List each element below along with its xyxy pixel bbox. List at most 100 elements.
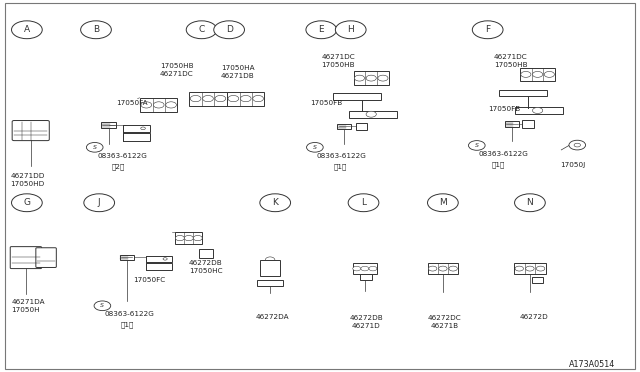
Circle shape bbox=[306, 21, 337, 39]
Circle shape bbox=[12, 194, 42, 212]
Circle shape bbox=[335, 21, 366, 39]
Bar bbox=[140, 98, 177, 112]
Text: （1）: （1） bbox=[492, 162, 505, 169]
Bar bbox=[356, 123, 367, 130]
Text: 17050FA: 17050FA bbox=[116, 100, 148, 106]
Text: S: S bbox=[100, 303, 104, 308]
Circle shape bbox=[190, 96, 201, 102]
Text: 46272DA: 46272DA bbox=[255, 314, 289, 320]
Text: 08363-6122G: 08363-6122G bbox=[479, 151, 529, 157]
Text: 08363-6122G: 08363-6122G bbox=[317, 153, 367, 158]
Circle shape bbox=[154, 102, 164, 108]
Text: 08363-6122G: 08363-6122G bbox=[97, 153, 147, 158]
Text: 17050HB
46271DC: 17050HB 46271DC bbox=[160, 63, 194, 77]
Text: M: M bbox=[439, 198, 447, 207]
Bar bbox=[199, 249, 213, 258]
Circle shape bbox=[228, 96, 239, 102]
Bar bbox=[360, 274, 372, 280]
Circle shape bbox=[378, 75, 388, 81]
Text: 17050FB: 17050FB bbox=[488, 106, 520, 112]
Circle shape bbox=[428, 266, 437, 271]
Text: 46272DC
46271B: 46272DC 46271B bbox=[428, 315, 461, 330]
Bar bbox=[522, 120, 534, 128]
Text: G: G bbox=[24, 198, 30, 207]
Circle shape bbox=[84, 194, 115, 212]
Text: H: H bbox=[348, 25, 354, 34]
Circle shape bbox=[472, 21, 503, 39]
Text: S: S bbox=[475, 143, 479, 148]
Bar bbox=[120, 255, 134, 260]
Text: S: S bbox=[313, 145, 317, 150]
Text: N: N bbox=[527, 198, 533, 207]
Bar bbox=[349, 111, 397, 118]
Circle shape bbox=[94, 301, 111, 311]
Circle shape bbox=[366, 111, 376, 117]
Text: （1）: （1） bbox=[120, 322, 134, 328]
Circle shape bbox=[175, 235, 184, 241]
Text: A: A bbox=[24, 25, 30, 34]
Circle shape bbox=[348, 194, 379, 212]
Circle shape bbox=[574, 143, 580, 147]
Text: 46271DC
17050HB: 46271DC 17050HB bbox=[494, 54, 528, 68]
Bar bbox=[123, 125, 150, 132]
Text: S: S bbox=[93, 145, 97, 150]
Bar bbox=[189, 92, 227, 106]
Text: 17050FC: 17050FC bbox=[133, 277, 165, 283]
Circle shape bbox=[81, 21, 111, 39]
Bar bbox=[227, 92, 264, 106]
Text: （2）: （2） bbox=[112, 164, 125, 170]
Circle shape bbox=[141, 127, 145, 130]
Circle shape bbox=[438, 266, 447, 271]
Circle shape bbox=[569, 140, 586, 150]
Bar bbox=[515, 107, 563, 114]
Bar bbox=[505, 121, 519, 126]
Text: D: D bbox=[226, 25, 232, 34]
Bar bbox=[514, 263, 546, 274]
Circle shape bbox=[532, 71, 543, 77]
Bar bbox=[520, 68, 556, 81]
Text: F: F bbox=[485, 25, 490, 34]
Circle shape bbox=[428, 194, 458, 212]
Text: A173A0514: A173A0514 bbox=[570, 360, 616, 369]
Circle shape bbox=[86, 142, 103, 152]
Circle shape bbox=[166, 102, 177, 108]
Circle shape bbox=[253, 96, 264, 102]
Text: （1）: （1） bbox=[334, 164, 348, 170]
Circle shape bbox=[203, 96, 213, 102]
Text: 17050J: 17050J bbox=[561, 162, 586, 168]
Bar bbox=[353, 263, 377, 274]
FancyBboxPatch shape bbox=[12, 121, 49, 141]
Circle shape bbox=[369, 266, 377, 271]
Text: 46272D: 46272D bbox=[520, 314, 548, 320]
Bar bbox=[428, 263, 458, 274]
Circle shape bbox=[449, 266, 458, 271]
Bar bbox=[257, 280, 283, 286]
Circle shape bbox=[184, 235, 193, 241]
Circle shape bbox=[214, 21, 244, 39]
Bar bbox=[146, 263, 172, 270]
Text: B: B bbox=[93, 25, 99, 34]
Bar bbox=[123, 133, 150, 141]
Text: 46271DA
17050H: 46271DA 17050H bbox=[12, 299, 45, 314]
Bar bbox=[260, 260, 280, 276]
Circle shape bbox=[353, 266, 360, 271]
Circle shape bbox=[307, 142, 323, 152]
Circle shape bbox=[525, 266, 534, 271]
Bar bbox=[175, 232, 202, 244]
Bar bbox=[333, 93, 381, 100]
Text: E: E bbox=[319, 25, 324, 34]
Circle shape bbox=[355, 75, 365, 81]
Circle shape bbox=[260, 194, 291, 212]
Text: 17050FB: 17050FB bbox=[310, 100, 342, 106]
Bar bbox=[101, 122, 116, 128]
Circle shape bbox=[186, 21, 217, 39]
Circle shape bbox=[521, 71, 531, 77]
Text: J: J bbox=[98, 198, 100, 207]
FancyBboxPatch shape bbox=[10, 247, 42, 269]
Circle shape bbox=[515, 194, 545, 212]
Circle shape bbox=[141, 102, 152, 108]
Text: 46271DD
17050HD: 46271DD 17050HD bbox=[10, 173, 45, 187]
Text: 46271DC
17050HB: 46271DC 17050HB bbox=[321, 54, 355, 68]
Circle shape bbox=[241, 96, 251, 102]
Circle shape bbox=[12, 21, 42, 39]
